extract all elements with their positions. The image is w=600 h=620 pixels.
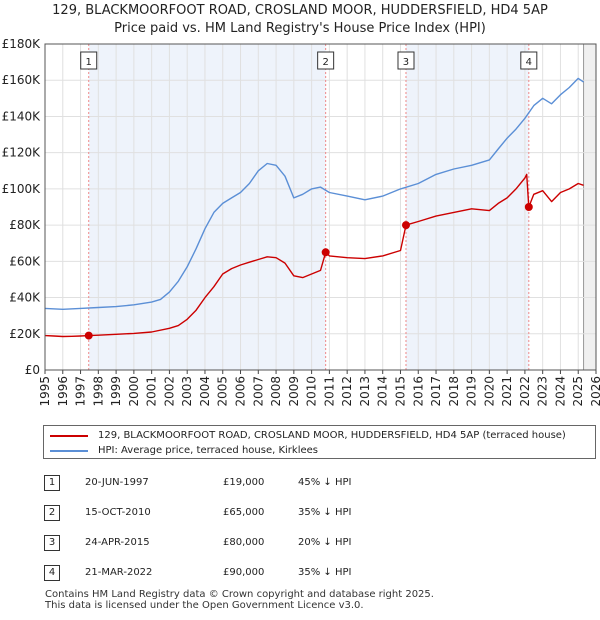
hpi-line (44, 77, 584, 310)
x-tick-label: 2024 (553, 376, 567, 407)
title-line-1: 129, BLACKMOORFOOT ROAD, CROSLAND MOOR, … (52, 3, 548, 18)
footer-copyright: Contains HM Land Registry data © Crown c… (45, 589, 434, 600)
plot-border (44, 43, 597, 371)
y-tick-label: £100K (2, 182, 42, 196)
x-tick-label: 2018 (447, 376, 461, 407)
legend-swatch-property (50, 434, 88, 437)
transaction-price: £19,000 (223, 477, 265, 488)
y-tick-label: £40K (9, 291, 41, 305)
transactions-table: 1 20-JUN-1997 £19,000 45% ↓ HPI 2 15-OCT… (43, 469, 463, 589)
x-tick-label: 2021 (500, 376, 514, 407)
ownership-period-shade (405, 44, 529, 370)
x-tick-label: 2023 (536, 376, 550, 407)
y-tick-label: £160K (2, 73, 42, 87)
y-tick-label: £80K (9, 218, 41, 232)
y-tick-label: £180K (2, 37, 42, 51)
transaction-marker (321, 248, 330, 257)
transaction-badge: 3 (44, 535, 60, 551)
x-tick-label: 2017 (429, 376, 443, 407)
legend-item-property: 129, BLACKMOORFOOT ROAD, CROSLAND MOOR, … (50, 428, 566, 443)
transaction-badge-label: 4 (526, 57, 532, 68)
x-tick-label: 2009 (287, 376, 301, 407)
x-tick-label: 1995 (38, 376, 52, 407)
x-tick-label: 1998 (91, 376, 105, 407)
footer: Contains HM Land Registry data © Crown c… (45, 589, 434, 611)
chart-title: 129, BLACKMOORFOOT ROAD, CROSLAND MOOR, … (0, 2, 600, 38)
transaction-hpi-diff: 35% ↓ HPI (298, 507, 352, 518)
property-price-line (44, 173, 584, 338)
forecast-shade (583, 44, 596, 370)
legend-label-hpi: HPI: Average price, terraced house, Kirk… (98, 445, 319, 456)
transaction-hpi-diff: 20% ↓ HPI (298, 537, 352, 548)
legend: 129, BLACKMOORFOOT ROAD, CROSLAND MOOR, … (43, 425, 596, 459)
x-tick-label: 2026 (589, 376, 600, 407)
transaction-badge-label: 3 (403, 57, 409, 68)
ownership-period-shade (88, 44, 326, 370)
transaction-badge: 4 (44, 565, 60, 581)
x-tick-label: 2015 (393, 376, 407, 407)
transaction-badge: 1 (44, 475, 60, 491)
transaction-badge-box (80, 51, 98, 70)
x-tick-label: 2019 (465, 376, 479, 407)
x-tick-label: 2022 (518, 376, 532, 407)
x-tick-label: 2014 (376, 376, 390, 407)
x-tick-label: 2025 (571, 376, 585, 407)
x-tick-label: 2006 (234, 376, 248, 407)
x-tick-label: 1999 (109, 376, 123, 407)
footer-licence: This data is licensed under the Open Gov… (45, 600, 364, 611)
x-tick-label: 2016 (411, 376, 425, 407)
y-tick-label: £120K (2, 146, 42, 160)
transaction-marker (524, 203, 533, 211)
y-tick-label: £140K (2, 109, 42, 123)
x-tick-label: 2008 (269, 376, 283, 407)
transaction-price: £65,000 (223, 507, 265, 518)
x-tick-label: 2013 (358, 376, 372, 407)
transaction-price: £90,000 (223, 567, 265, 578)
transaction-date: 20-JUN-1997 (85, 477, 149, 488)
x-tick-label: 2004 (198, 376, 212, 407)
transaction-marker (84, 331, 93, 340)
table-row: 2 15-OCT-2010 £65,000 35% ↓ HPI (43, 499, 463, 529)
transaction-marker (401, 221, 410, 230)
price-chart: £0 £20K £40K £60K £80K £100K £120K £140K £160K £1… (2, 37, 600, 407)
x-tick-label: 2011 (322, 376, 336, 407)
transaction-badge-box (520, 51, 538, 70)
table-row: 3 24-APR-2015 £80,000 20% ↓ HPI (43, 529, 463, 559)
x-tick-label: 1997 (74, 376, 88, 407)
transaction-badge-label: 1 (86, 57, 92, 68)
legend-item-hpi: HPI: Average price, terraced house, Kirk… (50, 443, 318, 458)
transaction-price: £80,000 (223, 537, 265, 548)
x-tick-label: 2005 (216, 376, 230, 407)
legend-label-property: 129, BLACKMOORFOOT ROAD, CROSLAND MOOR, … (98, 430, 566, 441)
title-line-2: Price paid vs. HM Land Registry's House … (114, 21, 486, 36)
table-row: 4 21-MAR-2022 £90,000 35% ↓ HPI (43, 559, 463, 589)
y-tick-label: £60K (9, 254, 41, 268)
transaction-hpi-diff: 35% ↓ HPI (298, 567, 352, 578)
x-tick-label: 1996 (56, 376, 70, 407)
table-row: 1 20-JUN-1997 £19,000 45% ↓ HPI (43, 469, 463, 499)
x-tick-label: 2001 (145, 376, 159, 407)
x-tick-label: 2012 (340, 376, 354, 407)
transaction-badge: 2 (44, 505, 60, 521)
y-tick-label: £0 (25, 363, 40, 377)
transaction-badge-box (397, 51, 415, 70)
transaction-hpi-diff: 45% ↓ HPI (298, 477, 352, 488)
x-tick-label: 2007 (251, 376, 265, 407)
x-tick-label: 2002 (162, 376, 176, 407)
transaction-badge-label: 2 (322, 57, 328, 68)
y-tick-label: £20K (9, 327, 41, 341)
transaction-date: 15-OCT-2010 (85, 507, 151, 518)
x-tick-label: 2000 (127, 376, 141, 407)
legend-swatch-hpi (50, 449, 88, 452)
transaction-date: 24-APR-2015 (85, 537, 150, 548)
transaction-date: 21-MAR-2022 (85, 567, 153, 578)
x-tick-label: 2003 (180, 376, 194, 407)
x-tick-label: 2020 (482, 376, 496, 407)
x-tick-label: 2010 (305, 376, 319, 407)
transaction-badge-box (317, 51, 335, 70)
